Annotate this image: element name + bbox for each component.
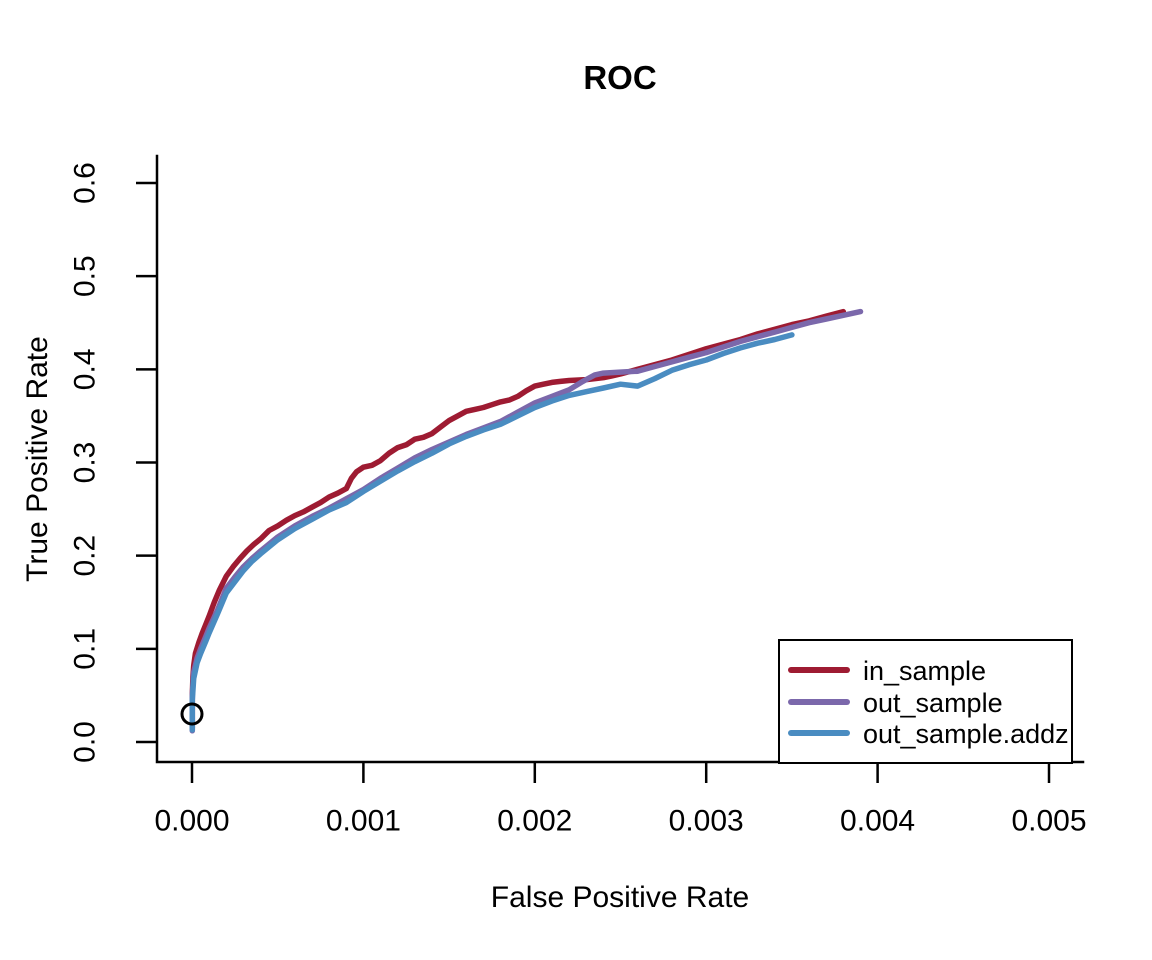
y-tick-label: 0.0 (69, 721, 102, 763)
series-curve-out_sample.addz (189, 332, 795, 733)
y-tick-label: 0.4 (69, 348, 102, 390)
legend-label-out_sample: out_sample (863, 688, 1003, 718)
y-tick-label: 0.3 (69, 442, 102, 484)
y-axis-title: True Positive Rate (21, 336, 54, 582)
x-tick-label: 0.002 (497, 805, 572, 838)
x-tick-label: 0.001 (326, 805, 401, 838)
x-tick-label: 0.005 (1011, 805, 1086, 838)
legend-label-out_sample.addz: out_sample.addz (863, 719, 1069, 749)
series-curve-out_sample (189, 308, 864, 734)
y-tick-label: 0.5 (69, 255, 102, 297)
series-curve-in_sample (189, 308, 847, 731)
legend-label-in_sample: in_sample (863, 656, 986, 686)
x-axis-title: False Positive Rate (490, 881, 750, 914)
axis-lines (155, 154, 1085, 764)
x-tick-label: 0.004 (840, 805, 915, 838)
y-tick-label: 0.2 (69, 535, 102, 577)
x-tick-label: 0.000 (154, 805, 229, 838)
y-tick-label: 0.1 (69, 628, 102, 670)
y-tick-label: 0.6 (69, 162, 102, 204)
origin-marker (180, 702, 204, 726)
chart-title: ROC (583, 59, 657, 96)
x-tick-label: 0.003 (669, 805, 744, 838)
